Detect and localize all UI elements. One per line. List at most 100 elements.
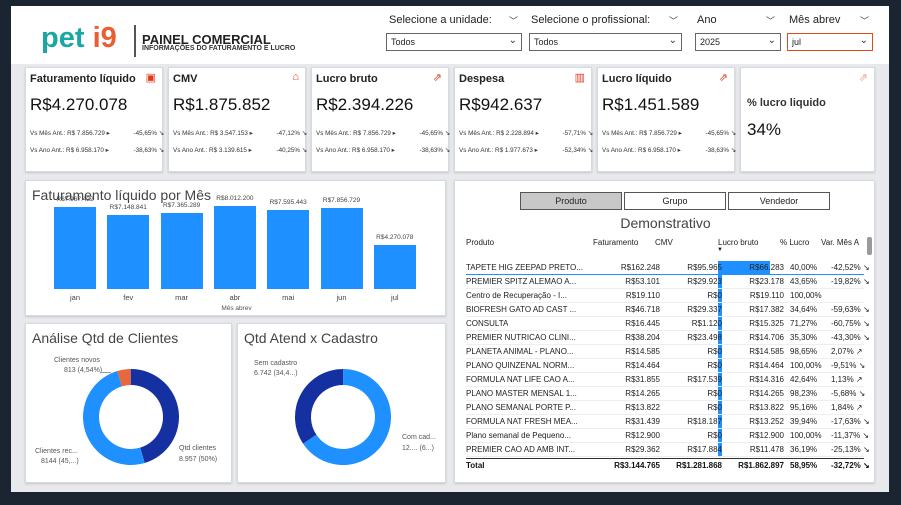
bar-fev[interactable]	[107, 214, 150, 289]
kpi-compare-year-text: Vs Ano Ant.: R$ 6.958.170 ▸	[316, 147, 395, 154]
cell-cmv: R$29.923	[687, 277, 722, 286]
cell-cmv: R$0	[707, 291, 722, 300]
col-header-pct-lucro[interactable]: % Lucro	[780, 238, 810, 247]
cell-cmv: R$17.539	[687, 375, 722, 384]
tab-grupo[interactable]: Grupo	[624, 192, 726, 210]
table-row[interactable]: CONSULTA R$16.445 R$1.120 R$15.325 71,27% -60…	[466, 317, 870, 331]
table-row[interactable]: PREMIER SPITZ ALEMAO A... R$53.101 R$29.92…	[466, 275, 870, 289]
year-select[interactable]: 2025 ⌄	[695, 33, 781, 51]
clientes-donut	[83, 369, 179, 465]
cell-var-mes: -9,51% ↘	[831, 361, 866, 370]
cell-faturamento: R$31.439	[625, 417, 660, 426]
month-select[interactable]: jul ⌄	[787, 33, 873, 51]
lucro-bruto-databar	[718, 429, 722, 442]
table-row[interactable]: FORMULA NAT FRESH MEA... R$31.439 R$18.187…	[466, 415, 870, 429]
unit-select[interactable]: Todos ⌄	[386, 33, 522, 51]
donut-label: 12.... (6...)	[402, 445, 434, 452]
table-scrollbar[interactable]	[867, 237, 872, 255]
cell-cmv: R$0	[707, 403, 722, 412]
table-title: Demonstrativo	[620, 215, 711, 231]
lucro-bruto-databar	[718, 373, 722, 386]
table-row[interactable]: PLANO MASTER MENSAL 1... R$14.265 R$0 R$14.…	[466, 387, 866, 401]
cell-var-mes: -42,52% ↘	[831, 263, 870, 272]
bar-mai[interactable]	[267, 210, 310, 289]
dashboard-frame: pet i9 PAINEL COMERCIAL INFORMAÇÕES DO F…	[11, 6, 889, 492]
cell-produto: PREMIER CAO AD AMB INT...	[466, 445, 575, 454]
kpi-title: Faturamento líquido	[30, 73, 136, 85]
kpi-value: R$1.451.589	[602, 95, 700, 114]
pct-lucro-title: % lucro liquido	[747, 97, 826, 109]
tab-produto[interactable]: Produto	[520, 192, 622, 210]
tab-vendedor[interactable]: Vendedor	[728, 192, 830, 210]
donut-label: Clientes novos	[54, 357, 100, 364]
lucro-bruto-databar	[718, 289, 722, 302]
bar-jan[interactable]	[54, 206, 96, 289]
total-label: Total	[466, 461, 485, 470]
col-header-lucro-bruto[interactable]: Lucro bruto	[718, 238, 759, 247]
table-row[interactable]: PLANETA ANIMAL - PLANO... R$14.585 R$0 R$14…	[466, 345, 864, 359]
col-header-faturamento[interactable]: Faturamento	[593, 238, 639, 247]
cell-pct-lucro: 100,00%	[790, 361, 822, 370]
cell-pct-lucro: 36,19%	[790, 445, 818, 454]
lucro-bruto-databar	[718, 261, 770, 274]
professional-filter-label: Selecione o profissional:	[531, 14, 651, 26]
clientes-slice-0[interactable]	[117, 369, 131, 387]
col-header-var-mes[interactable]: Var. Mês A	[821, 238, 860, 247]
kpi-compare-year-text: Vs Ano Ant.: R$ 6.958.170 ▸	[30, 147, 109, 154]
cell-faturamento: R$14.464	[625, 361, 660, 370]
clientes-slice-2[interactable]	[83, 371, 145, 465]
clientes-title: Análise Qtd de Clientes	[32, 330, 179, 346]
cell-cmv: R$23.498	[687, 333, 722, 342]
professional-select[interactable]: Todos ⌄	[529, 33, 682, 51]
table-row[interactable]: BIOFRESH GATO AD CAST ... R$46.718 R$29.33…	[466, 303, 870, 317]
bar-jul[interactable]	[373, 244, 416, 289]
lucro-bruto-databar	[718, 387, 722, 400]
atend-slice-0[interactable]	[295, 369, 344, 444]
bar-jun[interactable]	[320, 207, 363, 289]
bar-mar[interactable]	[160, 212, 203, 289]
cell-faturamento: R$53.101	[625, 277, 660, 286]
kpi-card-lucro-bruto: Lucro bruto ⇗ R$2.394.226 Vs Mês Ant.: R…	[311, 67, 450, 172]
x-tick-label: mai	[282, 293, 295, 302]
table-row[interactable]: PLANO SEMANAL PORTE P... R$13.822 R$0 R$13.…	[466, 401, 864, 415]
professional-select-value: Todos	[534, 37, 559, 47]
year-filter-label: Ano	[697, 14, 717, 26]
header: pet i9 PAINEL COMERCIAL INFORMAÇÕES DO F…	[11, 6, 889, 64]
lucro-bruto-databar	[718, 303, 722, 316]
table-row[interactable]: Plano semanal de Pequeno... R$12.900 R$0 R$…	[466, 429, 869, 443]
table-row[interactable]: TAPETE HIG ZEEPAD PRETO... R$162.248 R$95.…	[466, 261, 870, 275]
cell-var-mes: -5,68% ↘	[831, 389, 866, 398]
table-row[interactable]: PREMIER NUTRICAO CLINI... R$38.204 R$23.49…	[466, 331, 870, 345]
kpi-value: R$2.394.226	[316, 95, 414, 114]
chevron-down-icon[interactable]: ﹀	[669, 16, 679, 26]
bar-abr[interactable]	[213, 206, 256, 289]
atend-slice-1[interactable]	[303, 369, 391, 465]
kpi-card-cmv: CMV ⌂ R$1.875.852 Vs Mês Ant.: R$ 3.547.…	[168, 67, 307, 172]
cell-produto: PLANO QUINZENAL NORM...	[466, 361, 575, 370]
col-header-produto[interactable]: Produto	[466, 238, 495, 247]
kpi-title: Despesa	[459, 73, 505, 85]
table-row[interactable]: PREMIER CAO AD AMB INT... R$29.362 R$17.88…	[466, 443, 870, 457]
leader-line	[101, 372, 111, 373]
clientes-slice-1[interactable]	[130, 369, 179, 463]
total-faturamento: R$3.144.765	[614, 461, 660, 470]
chevron-down-icon[interactable]: ﹀	[766, 16, 776, 26]
cell-faturamento: R$14.585	[625, 347, 660, 356]
table-row[interactable]: PLANO QUINZENAL NORM... R$14.464 R$0 R$14.4…	[466, 359, 866, 373]
table-row[interactable]: FORMULA NAT LIFE CAO A... R$31.855 R$17.53…	[466, 373, 864, 387]
chevron-down-icon[interactable]: ﹀	[509, 16, 519, 26]
chevron-down-icon[interactable]: ﹀	[860, 16, 870, 26]
cell-produto: PLANETA ANIMAL - PLANO...	[466, 347, 574, 356]
cell-pct-lucro: 98,65%	[790, 347, 818, 356]
logo-text: pet	[41, 22, 85, 54]
lucro-bruto-databar	[718, 331, 722, 344]
kpi-compare-month-text: Vs Mês Ant.: R$ 7.856.729 ▸	[316, 130, 396, 137]
lucro-bruto-databar	[718, 415, 722, 428]
col-header-cmv[interactable]: CMV	[655, 238, 673, 247]
atendimento-card: Qtd Atend x Cadastro Sem cadastro 6.742 …	[237, 323, 446, 483]
kpi-compare-month: Vs Mês Ant.: R$ 7.856.729 ▸ -45,65% ↘	[316, 130, 450, 137]
cell-pct-lucro: 95,16%	[790, 403, 818, 412]
table-row[interactable]: Centro de Recuperação - I... R$19.110 R$0 R…	[466, 289, 864, 303]
bank-icon: ⌂	[292, 71, 299, 83]
cell-cmv: R$18.187	[687, 417, 722, 426]
